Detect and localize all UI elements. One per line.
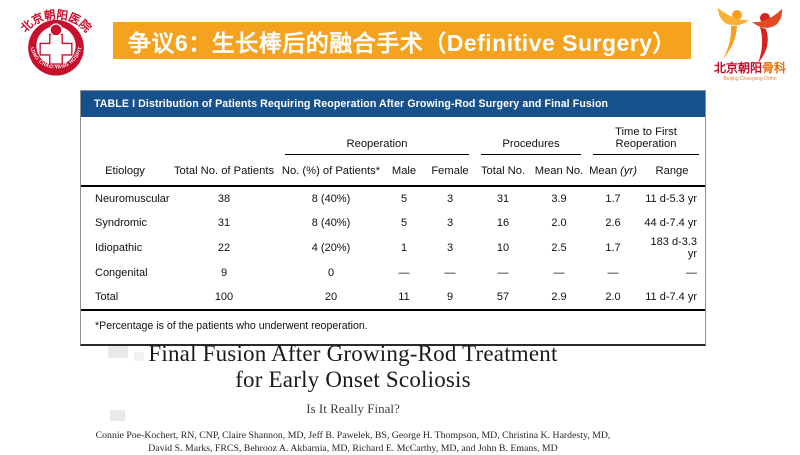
paper-reference: Final Fusion After Growing-Rod Treatment… bbox=[28, 341, 678, 455]
col-male: Male bbox=[383, 156, 425, 187]
paper-authors: Connie Poe-Kochert, RN, CNP, Claire Shan… bbox=[28, 429, 678, 455]
yellow-dancer-arms-icon bbox=[718, 8, 749, 26]
red-dancer-leg-icon bbox=[758, 27, 768, 63]
cell: Total bbox=[95, 291, 119, 303]
cell: 44 d-7.4 yr bbox=[644, 217, 698, 229]
col-range: Range bbox=[639, 156, 706, 187]
cell: — bbox=[607, 267, 619, 279]
cell: 2.0 bbox=[605, 291, 621, 303]
table-row-congenital: Congenital 9 0 — — — — — — bbox=[81, 261, 705, 285]
cell: 1.7 bbox=[605, 242, 621, 254]
cell: 3.9 bbox=[551, 193, 567, 205]
cell: — bbox=[444, 267, 456, 279]
cell: 2.5 bbox=[551, 242, 567, 254]
table-row-idiopathic: Idiopathic 22 4 (20%) 1 3 10 2.5 1.7 183… bbox=[81, 235, 705, 261]
cross-icon bbox=[39, 33, 73, 65]
cell: 3 bbox=[446, 217, 454, 229]
cell: 9 bbox=[446, 291, 454, 303]
col-total-patients: Total No. of Patients bbox=[169, 156, 279, 187]
table-row-neuromuscular: Neuromuscular 38 8 (40%) 5 3 31 3.9 1.7 … bbox=[81, 186, 705, 211]
scan-artifact bbox=[110, 410, 125, 421]
cell: 9 bbox=[220, 267, 228, 279]
cell: 16 bbox=[496, 217, 510, 229]
cell: 2.6 bbox=[605, 217, 621, 229]
group-header-time: Time to First Reoperation bbox=[593, 126, 700, 155]
cell: 10 bbox=[496, 242, 510, 254]
cell: 2.9 bbox=[551, 291, 567, 303]
group-header-reoperation: Reoperation bbox=[285, 138, 470, 155]
cell: 5 bbox=[400, 217, 408, 229]
table-title-bar: TABLE I Distribution of Patients Requiri… bbox=[81, 91, 705, 117]
col-mean-no: Mean No. bbox=[531, 156, 588, 187]
column-header-row: Etiology Total No. of Patients No. (%) o… bbox=[81, 156, 706, 187]
journal-table: TABLE I Distribution of Patients Requiri… bbox=[80, 90, 706, 346]
cell: 11 bbox=[398, 291, 410, 303]
paper-authors-line2: David S. Marks, FRCS, Behrooz A. Akbarni… bbox=[148, 443, 558, 454]
reoperation-table: Reoperation Procedures Time to First Reo… bbox=[81, 117, 706, 309]
cell: Syndromic bbox=[95, 217, 147, 229]
slide-title-banner: 争议6：生长棒后的融合手术（Definitive Surgery） bbox=[113, 22, 691, 59]
scan-artifact bbox=[134, 352, 144, 361]
cell: Idiopathic bbox=[95, 242, 143, 254]
cell: — bbox=[497, 267, 509, 279]
cell: 0 bbox=[327, 267, 335, 279]
cell: 1.7 bbox=[605, 193, 621, 205]
cell: Neuromuscular bbox=[95, 193, 170, 205]
paper-authors-line1: Connie Poe-Kochert, RN, CNP, Claire Shan… bbox=[95, 430, 611, 441]
figure-head-icon bbox=[49, 23, 63, 37]
cell: 100 bbox=[214, 291, 234, 303]
cell: 38 bbox=[217, 193, 231, 205]
group-header-row: Reoperation Procedures Time to First Reo… bbox=[81, 117, 705, 156]
cell: 3 bbox=[446, 242, 454, 254]
cell: — bbox=[398, 267, 410, 279]
cell: 31 bbox=[496, 193, 510, 205]
cell: 2.0 bbox=[551, 217, 567, 229]
cell: — bbox=[686, 267, 698, 279]
cell: 11 d-5.3 yr bbox=[645, 193, 698, 205]
cell: 31 bbox=[217, 217, 231, 229]
cell: 4 (20%) bbox=[311, 242, 351, 254]
slide-title: 争议6：生长棒后的融合手术（Definitive Surgery） bbox=[127, 29, 677, 56]
paper-title-line1: Final Fusion After Growing-Rod Treatment bbox=[148, 341, 558, 366]
col-female: Female bbox=[425, 156, 476, 187]
cell: 20 bbox=[324, 291, 338, 303]
cell: 11 d-7.4 yr bbox=[645, 291, 698, 303]
scan-artifact bbox=[108, 346, 128, 358]
paper-title-line2: for Early Onset Scoliosis bbox=[235, 367, 471, 392]
col-total-no: Total No. bbox=[475, 156, 532, 187]
cell: 57 bbox=[496, 291, 510, 303]
ortho-logo-title: 北京朝阳骨科 bbox=[714, 60, 786, 75]
ortho-logo-icon: 北京朝阳骨科 Beijing Chaoyang Ortho bbox=[714, 8, 786, 82]
red-dancer-arms-icon bbox=[752, 9, 783, 28]
cell: 22 bbox=[217, 242, 231, 254]
cell: 8 (40%) bbox=[311, 193, 351, 205]
yellow-dancer-head-icon bbox=[732, 10, 742, 20]
cell: 8 (40%) bbox=[311, 217, 351, 229]
table-row-syndromic: Syndromic 31 8 (40%) 5 3 16 2.0 2.6 44 d… bbox=[81, 211, 705, 235]
table-row-total: Total 100 20 11 9 57 2.9 2.0 11 d-7.4 yr bbox=[81, 285, 705, 309]
col-no-pct-patients: No. (%) of Patients* bbox=[279, 156, 383, 187]
cell: 183 d-3.3 yr bbox=[650, 236, 698, 260]
cell: 1 bbox=[400, 242, 408, 254]
table-footnote: *Percentage is of the patients who under… bbox=[81, 309, 705, 344]
paper-subtitle: Is It Really Final? bbox=[306, 401, 400, 416]
cell: 3 bbox=[446, 193, 454, 205]
col-etiology: Etiology bbox=[81, 156, 169, 187]
cell: — bbox=[553, 267, 565, 279]
col-mean-yr: Mean (yr) bbox=[587, 156, 640, 187]
ortho-logo-subtitle: Beijing Chaoyang Ortho bbox=[723, 76, 776, 82]
cell: 5 bbox=[400, 193, 408, 205]
group-header-procedures: Procedures bbox=[481, 138, 582, 155]
yellow-dancer-leg-icon bbox=[723, 26, 737, 59]
cell: Congenital bbox=[95, 267, 148, 279]
hospital-logo-icon: 北京朝阳医院 BEIJING CHAO-YANG HOSPITAL bbox=[8, 3, 95, 76]
